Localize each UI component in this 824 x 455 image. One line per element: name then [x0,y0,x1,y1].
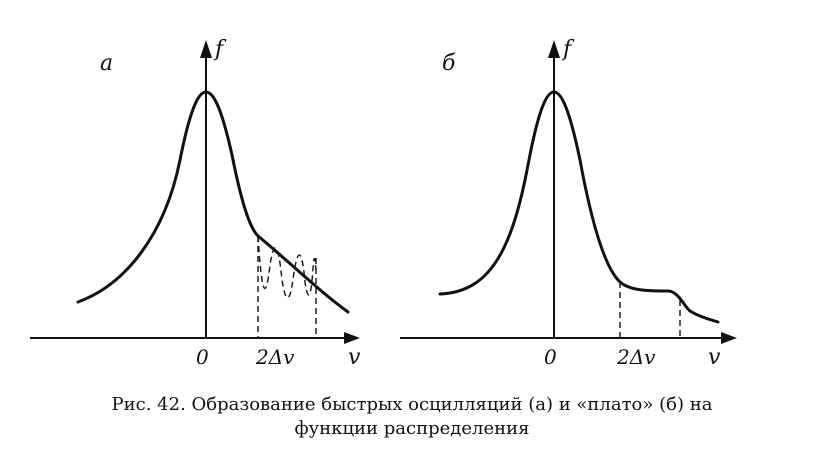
panel-a-tick-label: 2Δv [255,345,295,369]
panel-a-x-label: v [348,345,361,370]
panel-a-label: а [100,51,113,76]
panel-b-x-label: v [708,345,721,370]
panel-b-label: б [442,51,456,76]
caption-line-2: функции распределения [294,418,530,439]
figure-diagram: а f 0 2Δv v б f 0 2Δv v [30,37,737,370]
panel-b-origin-label: 0 [544,345,557,369]
panel-a-distribution-curve [76,90,350,314]
panel-b-distribution-curve [438,90,720,324]
panel-a-y-arrowhead [200,40,212,58]
panel-a-origin-label: 0 [196,345,209,369]
panel-a-x-arrowhead [344,332,360,344]
panel-a: а f 0 2Δv v [30,37,361,370]
panel-a-oscillation-curve [257,235,317,299]
caption-line-1: Рис. 42. Образование быстрых осцилляций … [111,394,713,415]
panel-b-y-arrowhead [548,40,560,58]
panel-b: б f 0 2Δv v [400,37,737,370]
panel-a-y-label: f [213,37,227,62]
panel-b-tick-label: 2Δv [616,345,656,369]
figure-caption: Рис. 42. Образование быстрых осцилляций … [0,393,824,441]
panel-b-y-label: f [561,37,575,62]
panel-b-x-arrowhead [721,332,737,344]
